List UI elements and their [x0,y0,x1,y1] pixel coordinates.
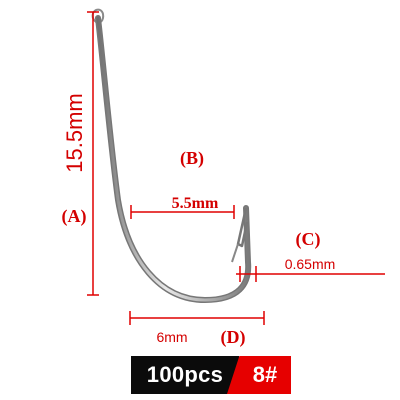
quantity-badge: 100pcs [131,356,239,394]
hook-size-badge: 8# [239,356,291,394]
label-b: (B) [180,148,204,169]
label-c: (C) [296,229,321,250]
hook-size-label: 8# [252,362,278,387]
label-d: (D) [221,327,246,348]
dimension-wire: 0.65mm [236,256,385,282]
dimension-d-value: 6mm [156,329,187,345]
dimension-gap-value: 5.5mm [172,195,219,212]
fishing-hook-icon [91,8,252,304]
label-a: (A) [62,206,87,227]
dimension-gap: 5.5mm [130,195,235,219]
dimension-a: 15.5mm (A) [62,11,99,296]
dimension-wire-value: 0.65mm [285,256,336,272]
dimension-d: 6mm (D) [129,311,265,348]
hook-shank [95,15,252,304]
dimension-a-value: 15.5mm [62,93,87,172]
size-badge: 100pcs 8# [131,356,291,394]
hook-point [236,207,249,248]
hook-barb [231,243,239,263]
hook-shank-highlight [96,16,250,302]
